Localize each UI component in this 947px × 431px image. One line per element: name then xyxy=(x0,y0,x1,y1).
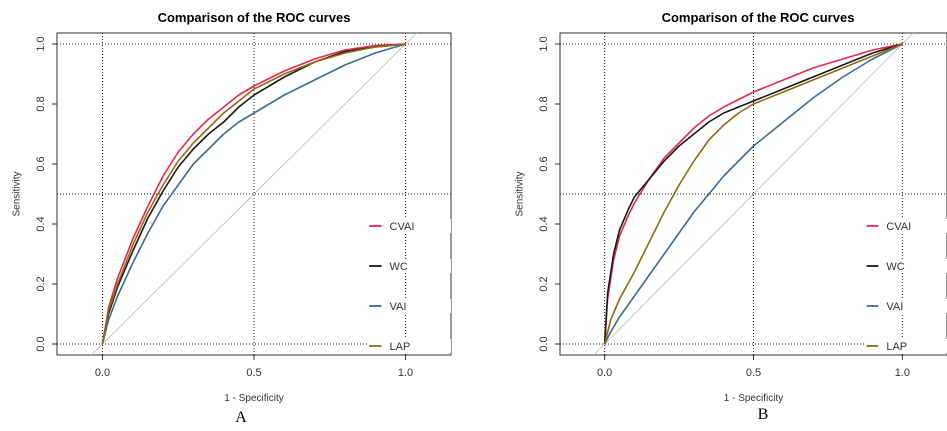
legend-label-wc: WC xyxy=(886,261,904,273)
y-tick-label: 0.8 xyxy=(538,96,550,111)
legend-label-lap: LAP xyxy=(886,341,907,353)
legend-bg xyxy=(367,299,451,313)
x-axis-label: 1 - Specificity xyxy=(224,393,283,404)
y-tick-label: 0.2 xyxy=(538,276,550,291)
legend-bg xyxy=(367,259,451,273)
legend-bg xyxy=(864,339,947,353)
y-tick-label: 0.6 xyxy=(35,156,47,171)
chart-title: Comparison of the ROC curves xyxy=(662,10,855,25)
panel-letter: A xyxy=(235,409,247,426)
legend-bg xyxy=(367,339,451,353)
x-tick-label: 1.0 xyxy=(398,367,413,379)
roc-panel-a: Comparison of the ROC curves 0.0 0.5 1.0 0.0… xyxy=(12,10,452,426)
legend-bg xyxy=(864,259,947,273)
legend-label-wc: WC xyxy=(390,261,408,273)
y-tick-label: 0.0 xyxy=(538,336,550,351)
x-axis-label: 1 - Specificity xyxy=(724,393,783,404)
roc-panel-b: Comparison of the ROC curves 0.0 0.5 1.0 0.0… xyxy=(515,10,947,423)
y-tick-label: 1.0 xyxy=(35,36,47,51)
y-tick-label: 1.0 xyxy=(538,36,550,51)
chance-diagonal xyxy=(90,33,418,355)
legend-bg xyxy=(864,299,947,313)
x-tick-label: 1.0 xyxy=(895,367,910,379)
chart-title: Comparison of the ROC curves xyxy=(158,10,351,25)
y-tick-label: 0.4 xyxy=(538,216,550,231)
y-tick-label: 0.6 xyxy=(538,156,550,171)
x-tick-label: 0.5 xyxy=(746,367,761,379)
roc-curve-cvai xyxy=(603,43,903,345)
y-tick-label: 0.2 xyxy=(35,276,47,291)
y-tick-label: 0.8 xyxy=(35,96,47,111)
roc-curve-lap xyxy=(101,43,406,345)
y-axis-label: Sensitivity xyxy=(12,171,23,216)
legend-label-vai: VAI xyxy=(886,301,903,313)
roc-curve-vai xyxy=(101,43,406,345)
x-tick-label: 0.0 xyxy=(597,367,612,379)
y-tick-label: 0.4 xyxy=(35,216,47,231)
chance-diagonal xyxy=(593,33,914,355)
roc-curve-lap xyxy=(603,43,903,345)
panel-letter: B xyxy=(758,406,769,423)
x-tick-label: 0.0 xyxy=(95,367,110,379)
x-tick-label: 0.5 xyxy=(246,367,261,379)
legend-label-cvai: CVAI xyxy=(886,221,911,233)
y-tick-label: 0.0 xyxy=(35,336,47,351)
legend-label-lap: LAP xyxy=(390,341,411,353)
legend-label-cvai: CVAI xyxy=(390,221,415,233)
legend-bg xyxy=(864,219,947,233)
legend-label-vai: VAI xyxy=(390,301,407,313)
roc-curve-vai xyxy=(603,43,903,345)
roc-curve-wc xyxy=(603,43,903,345)
roc-curve-cvai xyxy=(101,43,406,345)
y-axis-label: Sensitivity xyxy=(515,171,526,216)
legend-bg xyxy=(367,219,451,233)
